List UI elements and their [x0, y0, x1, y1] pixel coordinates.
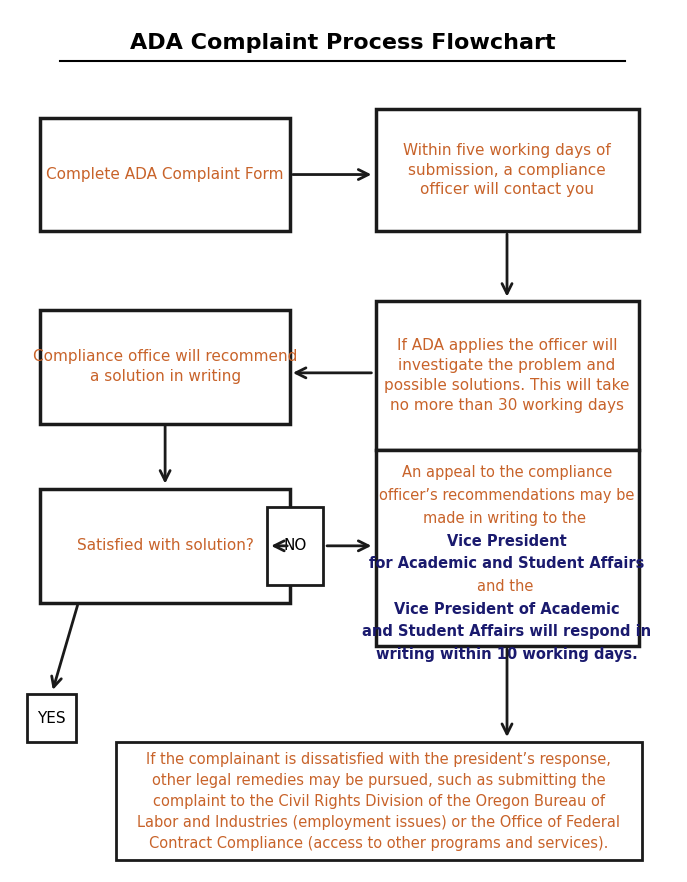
Text: If the complainant is dissatisfied with the president’s response,
other legal re: If the complainant is dissatisfied with …: [137, 751, 620, 851]
FancyBboxPatch shape: [376, 302, 638, 450]
FancyBboxPatch shape: [376, 109, 638, 231]
Text: for Academic and Student Affairs: for Academic and Student Affairs: [370, 557, 644, 572]
FancyBboxPatch shape: [41, 310, 290, 423]
FancyBboxPatch shape: [376, 450, 638, 647]
Text: If ADA applies the officer will
investigate the problem and
possible solutions. : If ADA applies the officer will investig…: [384, 339, 630, 413]
Text: Within five working days of
submission, a compliance
officer will contact you: Within five working days of submission, …: [403, 143, 611, 198]
Text: writing within 10 working days.: writing within 10 working days.: [376, 647, 638, 662]
Text: Compliance office will recommend
a solution in writing: Compliance office will recommend a solut…: [33, 349, 297, 385]
Text: Vice President: Vice President: [447, 534, 567, 549]
Text: Complete ADA Complaint Form: Complete ADA Complaint Form: [46, 167, 284, 182]
Text: Satisfied with solution?: Satisfied with solution?: [77, 538, 254, 553]
Text: An appeal to the compliance: An appeal to the compliance: [402, 466, 612, 481]
FancyBboxPatch shape: [41, 117, 290, 231]
FancyBboxPatch shape: [267, 506, 323, 585]
FancyBboxPatch shape: [116, 743, 642, 860]
Text: made in writing to the: made in writing to the: [423, 511, 591, 526]
Text: ADA Complaint Process Flowchart: ADA Complaint Process Flowchart: [130, 34, 556, 54]
Text: and Student Affairs will respond in: and Student Affairs will respond in: [363, 624, 651, 639]
Text: and the: and the: [477, 579, 537, 594]
FancyBboxPatch shape: [41, 489, 290, 602]
Text: YES: YES: [37, 711, 66, 726]
FancyBboxPatch shape: [27, 694, 76, 743]
Text: NO: NO: [283, 538, 306, 553]
Text: Vice President of Academic: Vice President of Academic: [394, 602, 620, 617]
Text: officer’s recommendations may be: officer’s recommendations may be: [379, 488, 635, 503]
